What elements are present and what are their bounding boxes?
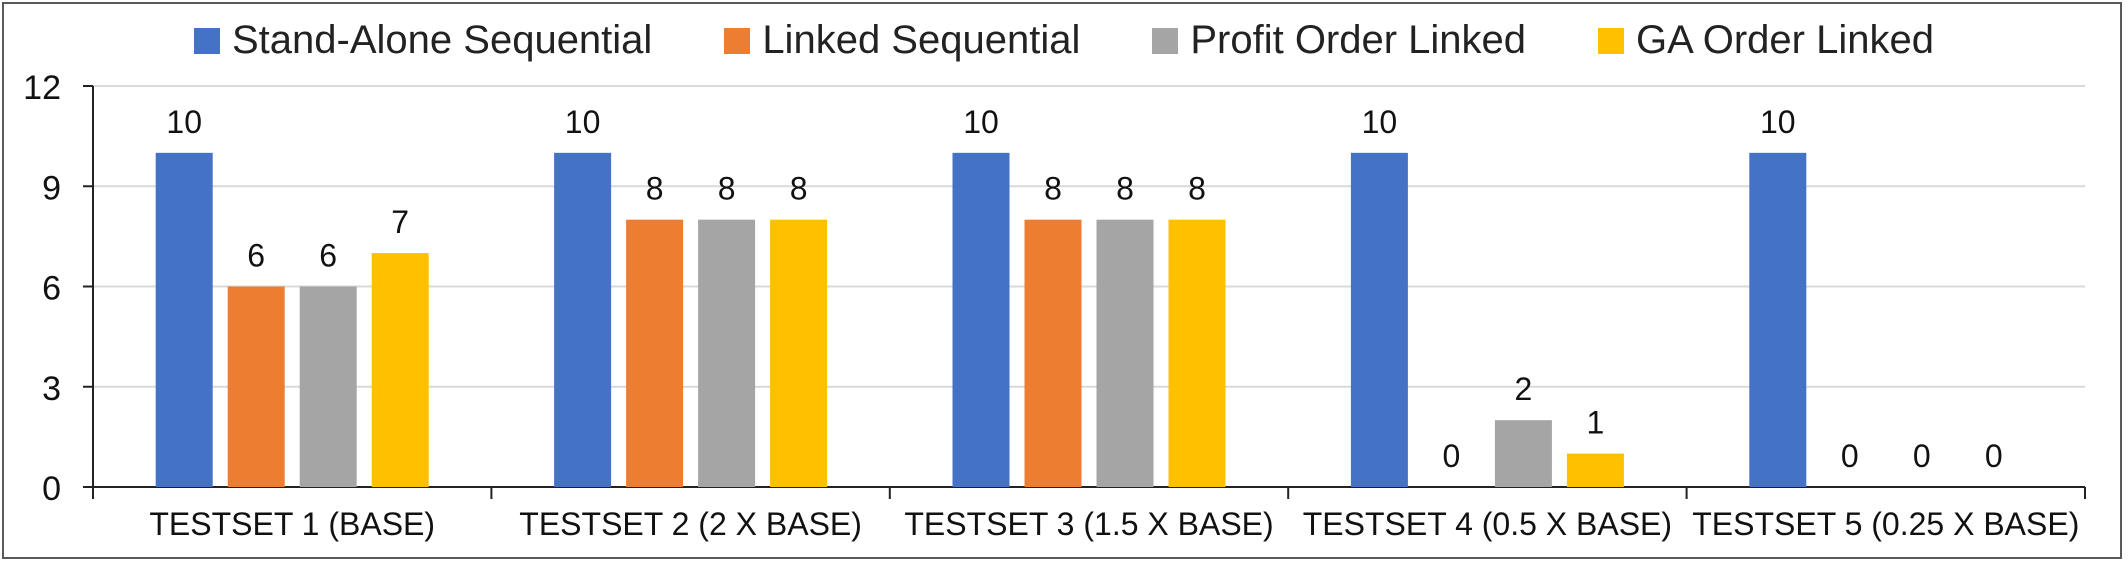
bar-0-4 [1749,152,1807,488]
legend-item-ga-order-linked: GA Order Linked [1598,18,1934,63]
data-label-2-3: 2 [1515,371,1533,407]
data-label-1-0: 6 [247,238,265,274]
y-tick-label-1: 3 [42,370,61,408]
legend-item-profit-order-linked: Profit Order Linked [1152,18,1526,63]
bar-1-1 [626,219,684,487]
y-tick-label-3: 9 [42,169,61,207]
x-tick-label-0: TESTSET 1 (BASE) [149,506,435,542]
bar-0-3 [1350,152,1408,488]
bar-0-1 [554,152,612,488]
data-label-1-3: 0 [1443,438,1461,474]
y-tick-label-2: 6 [42,270,61,308]
data-label-2-4: 0 [1913,438,1931,474]
legend-swatch-ga-order-linked [1598,27,1625,54]
data-label-3-2: 8 [1188,171,1206,207]
bar-2-0 [299,286,357,487]
data-label-1-2: 8 [1044,171,1062,207]
bar-0-2 [952,152,1010,488]
data-label-1-1: 8 [646,171,664,207]
legend-swatch-profit-order-linked [1152,27,1179,54]
bar-3-1 [770,219,828,487]
legend-swatch-stand-alone-sequential [194,27,220,54]
x-tick-label-2: TESTSET 3 (1.5 X BASE) [904,506,1273,542]
bar-2-1 [698,219,756,487]
data-label-2-2: 8 [1116,171,1134,207]
legend-swatch-linked-sequential [724,27,751,54]
y-tick-label-4: 12 [23,69,61,107]
data-label-0-4: 10 [1760,104,1796,140]
data-label-0-3: 10 [1362,104,1398,140]
bar-0-0 [155,152,213,488]
data-label-2-0: 6 [319,238,337,274]
x-tick-label-3: TESTSET 4 (0.5 X BASE) [1303,506,1672,542]
data-label-0-1: 10 [565,104,601,140]
bar-1-0 [227,286,285,487]
bar-2-3 [1494,420,1552,487]
bar-3-2 [1168,219,1226,487]
x-tick-label-1: TESTSET 2 (2 X BASE) [519,506,862,542]
data-label-3-0: 7 [391,204,409,240]
legend-label-stand-alone-sequential: Stand-Alone Sequential [232,18,653,62]
data-label-2-1: 8 [718,171,736,207]
legend-item-linked-sequential: Linked Sequential [724,18,1080,63]
bar-1-2 [1024,219,1082,487]
legend-item-stand-alone-sequential: Stand-Alone Sequential [194,18,652,63]
bar-3-0 [371,253,429,487]
data-label-0-2: 10 [963,104,999,140]
bar-3-3 [1566,453,1624,487]
legend-label-ga-order-linked: GA Order Linked [1636,18,1934,62]
x-tick-label-4: TESTSET 5 (0.25 X BASE) [1692,506,2079,542]
data-label-1-4: 0 [1841,438,1859,474]
data-label-3-4: 0 [1985,438,2003,474]
y-tick-label-0: 0 [42,470,61,508]
data-label-0-0: 10 [166,104,202,140]
data-label-3-3: 1 [1587,405,1605,441]
data-label-3-1: 8 [790,171,808,207]
legend-label-profit-order-linked: Profit Order Linked [1190,18,1527,62]
legend: Stand-Alone Sequential Linked Sequential… [0,18,2128,63]
legend-label-linked-sequential: Linked Sequential [762,18,1081,62]
bar-2-2 [1096,219,1154,487]
